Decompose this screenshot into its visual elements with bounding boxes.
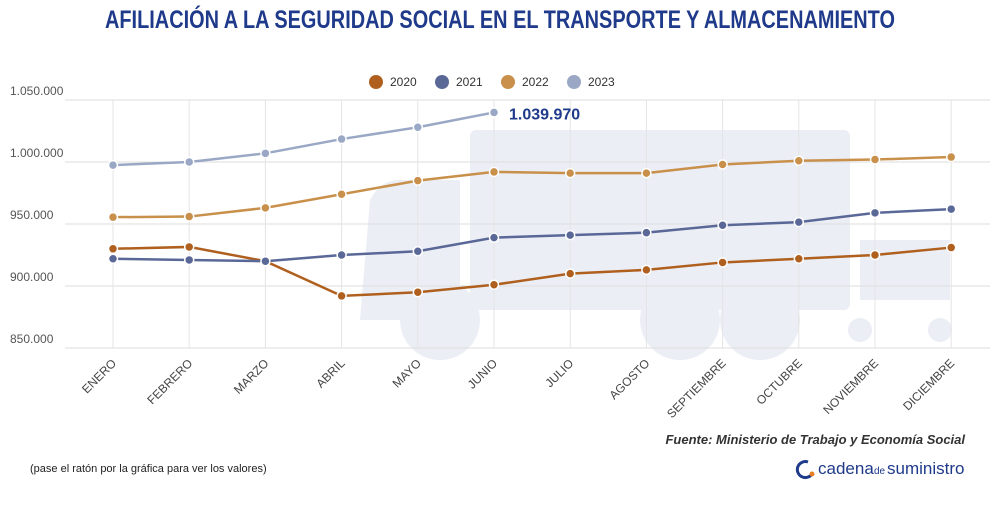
data-point [869,207,881,219]
note: (pase el ratón por la gráfica para ver l… [30,463,267,475]
data-point [336,249,347,261]
data-point [183,254,195,266]
data-point [183,156,195,168]
data-point [488,107,500,118]
x-tick-label: AGOSTO [606,356,652,402]
legend-label: 2020 [390,75,417,89]
data-point [717,219,728,231]
data-point [945,151,957,163]
x-tick-label: MARZO [231,356,272,397]
legend-marker [501,75,515,89]
chart-title: AFILIACIÓN A LA SEGURIDAD SOCIAL EN EL T… [105,4,895,34]
x-tick-label: OCTUBRE [754,356,805,407]
legend-marker [369,75,383,89]
data-point [641,227,652,238]
x-tick-label: JULIO [542,356,576,390]
data-point [183,211,195,222]
x-tick-label: ABRIL [313,356,348,391]
y-tick-label: 850.000 [10,332,54,346]
data-point [869,154,881,165]
data-point [107,243,119,255]
series-line [112,111,495,167]
x-tick-label: DICIEMBRE [900,356,957,413]
legend-marker [567,75,581,89]
legend-label: 2023 [588,75,615,89]
x-tick-label: SEPTIEMBRE [664,356,729,421]
x-tick-label: JUNIO [465,356,500,391]
data-point [641,167,652,179]
data-point [260,255,271,267]
data-point [945,203,957,215]
series-line [112,207,952,263]
y-tick-label: 1.050.000 [10,84,64,98]
data-point [412,246,424,257]
data-point [793,155,805,167]
data-point [107,159,119,171]
y-tick-label: 1.000.000 [10,146,64,160]
logo: cadena de suministro [795,459,964,479]
source: Fuente: Ministerio de Trabajo y Economía… [665,432,965,447]
logo-text: suministro [887,459,964,478]
logo-text: cadena [818,459,874,478]
data-point [945,242,957,253]
data-point [107,211,119,223]
x-tick-label: MAYO [390,356,424,390]
data-point [412,122,424,133]
data-point [564,229,576,241]
data-point [488,232,500,243]
x-tick-label: FEBRERO [144,356,195,407]
data-point [869,249,881,261]
legend-label: 2022 [522,75,549,89]
y-tick-label: 900.000 [10,270,54,284]
logo-dot [809,471,815,477]
data-point [183,241,195,253]
data-point [564,268,576,279]
series-line [112,155,952,219]
data-point [336,290,347,302]
data-point [260,148,271,159]
data-point [793,216,805,228]
truck-watermark [360,130,952,360]
data-point [641,264,652,276]
data-point [793,253,805,264]
data-point [488,166,500,178]
legend-marker [435,75,449,89]
data-point [717,159,728,170]
data-point [564,167,576,179]
logo-text: de [874,466,886,477]
series-line [112,245,952,298]
x-tick-label: NOVIEMBRE [820,356,881,417]
legend-label: 2021 [456,75,483,89]
data-point [107,253,119,264]
data-point [260,202,271,214]
data-point [717,257,728,268]
y-tick-label: 950.000 [10,208,54,222]
data-point [336,188,347,200]
data-point [336,133,347,145]
data-label: 1.039.970 [509,106,580,123]
x-tick-label: ENERO [79,356,119,396]
data-point [488,279,500,291]
data-point [412,175,424,186]
data-point [412,286,424,298]
logo-icon [795,460,814,479]
